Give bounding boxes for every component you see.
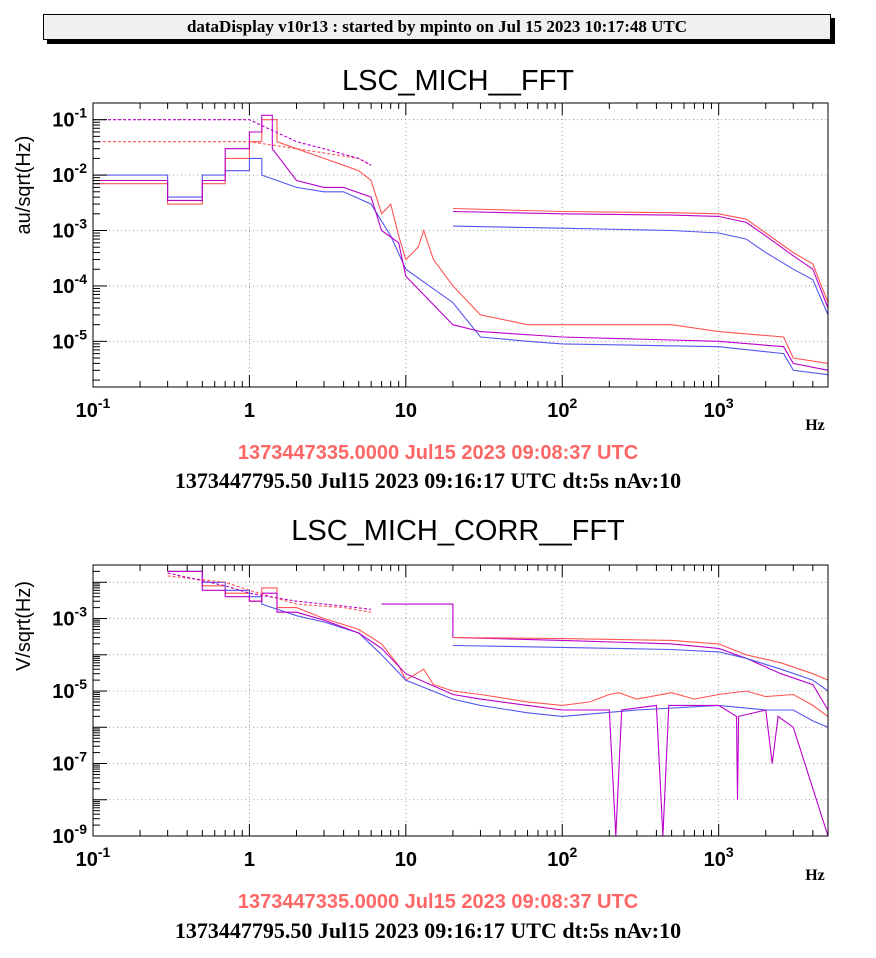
y-axis-label: au/sqrt(Hz)	[13, 136, 35, 235]
header-banner: dataDisplay v10r13 : started by mpinto o…	[43, 14, 831, 40]
x-tick-label: 10-1	[76, 844, 111, 871]
panel-lsc-mich-corr-fft: LSC_MICH_CORR__FFT V/sqrt(Hz) 10-1 1 10 102…	[13, 515, 829, 943]
series-line-blue	[452, 225, 829, 316]
panel-title: LSC_MICH__FFT	[342, 65, 574, 97]
series-line-red	[452, 207, 829, 303]
series-line-magenta	[93, 119, 372, 166]
x-tick-label: 10-1	[76, 395, 111, 422]
axis-ticks: 10-1 1 10 102 103 10-1 10-2 10-3 10-4 10-5	[52, 102, 829, 422]
y-axis-label: V/sqrt(Hz)	[13, 581, 35, 671]
plot-frame	[92, 102, 829, 388]
timestamp-current: 1373447795.50 Jul15 2023 09:16:17 UTC dt…	[175, 918, 681, 943]
plot-frame	[92, 564, 829, 837]
y-tick-label: 10-3	[52, 216, 87, 243]
x-tick-label: 103	[704, 844, 734, 871]
series-line-red	[167, 575, 372, 613]
y-tick-label: 10-9	[52, 821, 87, 848]
series-line-red	[452, 636, 829, 681]
timestamp-reference: 1373447335.0000 Jul15 2023 09:08:37 UTC	[238, 891, 638, 913]
x-axis-unit: Hz	[805, 867, 825, 884]
y-tick-label: 10-5	[52, 676, 87, 703]
x-tick-label: 103	[704, 395, 734, 422]
x-tick-label: 102	[547, 844, 577, 871]
series-layer	[93, 114, 829, 376]
y-tick-label: 10-1	[52, 105, 87, 132]
x-tick-label: 10	[395, 849, 417, 871]
y-tick-label: 10-5	[52, 326, 87, 353]
x-axis-unit: Hz	[805, 417, 825, 434]
y-tick-label: 10-4	[52, 271, 87, 298]
x-tick-label: 1	[244, 400, 255, 422]
series-line-magenta	[452, 210, 829, 309]
y-tick-label: 10-2	[52, 160, 87, 187]
series-layer	[167, 570, 829, 837]
axis-ticks: 10-1 1 10 102 103 10-3 10-5 10-7 10-9	[52, 564, 829, 871]
y-tick-label: 10-3	[52, 604, 87, 631]
series-line-magenta	[167, 572, 372, 610]
series-line-blue	[167, 570, 829, 728]
series-line-blue	[93, 157, 829, 376]
panel-title: LSC_MICH_CORR__FFT	[291, 515, 625, 547]
x-tick-label: 1	[244, 849, 255, 871]
y-tick-label: 10-7	[52, 749, 87, 776]
panel-lsc-mich-fft: LSC_MICH__FFT au/sqrt(Hz) 10-1 1 10 102 1031…	[13, 65, 829, 493]
plot-grid	[92, 103, 828, 387]
timestamp-reference: 1373447335.0000 Jul15 2023 09:08:37 UTC	[238, 442, 638, 464]
series-line-magenta	[93, 114, 829, 371]
x-tick-label: 10	[395, 400, 417, 422]
x-tick-label: 102	[547, 395, 577, 422]
series-line-blue	[452, 644, 829, 692]
series-line-magenta	[381, 603, 829, 711]
timestamp-current: 1373447795.50 Jul15 2023 09:16:17 UTC dt…	[175, 468, 681, 493]
series-line-red	[93, 141, 372, 166]
series-line-magenta	[167, 570, 829, 837]
